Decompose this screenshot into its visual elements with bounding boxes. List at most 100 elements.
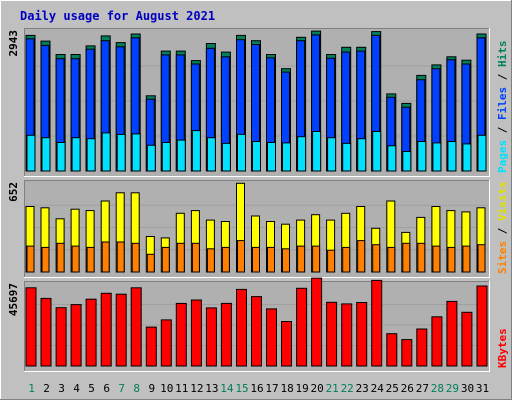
x-tick-label-day-1: 1 — [28, 382, 35, 395]
legend-entry: Pages — [496, 140, 509, 173]
bar-sites-day-10 — [161, 246, 170, 273]
legend-entry: / — [496, 67, 509, 87]
x-tick-label-day-15: 15 — [235, 382, 248, 395]
bar-kbytes-day-12 — [190, 299, 202, 367]
bar-kbytes-day-21 — [326, 301, 338, 367]
bar-pages-day-22 — [342, 142, 352, 172]
bar-sites-day-6 — [101, 241, 110, 273]
bar-kbytes-day-11 — [175, 302, 187, 367]
bar-sites-day-7 — [116, 241, 125, 273]
bar-sites-day-3 — [56, 242, 65, 273]
bar-pages-day-19 — [297, 136, 307, 172]
bar-pages-day-13 — [206, 137, 216, 172]
bar-kbytes-day-10 — [160, 319, 172, 367]
bar-pages-day-12 — [191, 130, 201, 172]
bar-kbytes-day-4 — [70, 304, 82, 367]
bar-pages-day-11 — [176, 139, 186, 172]
x-tick-label-day-27: 27 — [416, 382, 429, 395]
bar-pages-day-17 — [267, 142, 276, 172]
x-axis-day-labels: 1 2 3 4 5 6 7 8 9 10 11 12 13 14 15 16 17 18 19 20 21 22 23 24 2… — [28, 382, 489, 395]
bar-sites-day-15 — [237, 240, 245, 273]
x-tick-label-day-22: 22 — [341, 382, 354, 395]
bar-pages-day-7 — [116, 133, 126, 172]
x-tick-label-day-29: 29 — [446, 382, 459, 395]
bar-kbytes-day-28 — [431, 316, 443, 367]
bar-kbytes-day-1 — [25, 287, 37, 367]
bar-sites-day-16 — [252, 246, 260, 273]
bar-pages-day-18 — [282, 142, 291, 172]
bar-pages-day-21 — [327, 137, 337, 172]
legend-panel-3: KBytes — [496, 328, 509, 368]
x-tick-label-day-10: 10 — [160, 382, 173, 395]
bar-sites-day-27 — [417, 242, 426, 273]
bar-sites-day-23 — [357, 240, 366, 273]
bar-sites-day-26 — [402, 242, 411, 273]
x-tick-label-day-3: 3 — [58, 382, 65, 395]
bar-kbytes-day-2 — [40, 297, 52, 367]
bar-kbytes-day-8 — [130, 287, 142, 367]
bar-sites-day-21 — [327, 249, 336, 273]
y-max-label-panel-1: 2943 — [7, 30, 20, 57]
bar-kbytes-day-31 — [476, 285, 488, 367]
chart-title: Daily usage for August 2021 — [20, 9, 215, 23]
bar-kbytes-day-7 — [115, 293, 127, 367]
bar-sites-day-8 — [131, 242, 140, 273]
y-max-label-panel-2: 652 — [7, 182, 20, 202]
bar-pages-day-6 — [101, 132, 111, 172]
bar-sites-day-31 — [477, 244, 486, 273]
bar-kbytes-day-5 — [85, 298, 97, 367]
bar-pages-day-1 — [26, 134, 36, 172]
x-tick-label-day-30: 30 — [461, 382, 474, 395]
legend-panel-1: Pages / Files / Hits — [496, 41, 509, 174]
bar-pages-day-24 — [372, 131, 382, 172]
bar-sites-day-1 — [26, 245, 35, 273]
x-tick-label-day-23: 23 — [356, 382, 369, 395]
legend-panel-2: Sites / Visits — [496, 181, 509, 274]
bar-sites-day-2 — [41, 246, 50, 273]
bar-sites-day-17 — [267, 246, 275, 273]
bar-kbytes-day-18 — [281, 321, 292, 367]
x-tick-label-day-5: 5 — [88, 382, 95, 395]
bar-sites-day-20 — [312, 245, 321, 273]
x-tick-label-day-11: 11 — [175, 382, 188, 395]
x-tick-label-day-8: 8 — [133, 382, 140, 395]
bar-sites-day-29 — [447, 246, 456, 273]
x-tick-label-day-18: 18 — [280, 382, 293, 395]
bar-pages-day-16 — [252, 141, 261, 172]
x-tick-label-day-4: 4 — [73, 382, 80, 395]
bar-kbytes-day-9 — [145, 326, 157, 367]
x-tick-label-day-17: 17 — [265, 382, 278, 395]
legend-entry: Hits — [496, 41, 509, 68]
bar-pages-day-31 — [477, 134, 487, 172]
bar-kbytes-day-27 — [416, 328, 428, 367]
bar-kbytes-day-24 — [371, 279, 383, 367]
x-tick-label-day-20: 20 — [310, 382, 323, 395]
x-tick-label-day-16: 16 — [250, 382, 263, 395]
legend-entry: / — [496, 221, 509, 241]
bar-sites-day-5 — [86, 246, 95, 273]
bar-pages-day-23 — [357, 138, 367, 172]
bar-kbytes-day-26 — [401, 339, 413, 367]
x-tick-label-day-25: 25 — [386, 382, 399, 395]
bar-sites-day-19 — [297, 245, 306, 273]
x-tick-label-day-28: 28 — [431, 382, 444, 395]
legend-entry: Files — [496, 87, 509, 120]
bar-sites-day-28 — [432, 245, 441, 273]
bar-kbytes-day-23 — [356, 302, 368, 367]
bar-sites-day-30 — [462, 245, 471, 273]
bar-sites-day-13 — [206, 248, 215, 273]
bar-sites-day-25 — [387, 246, 396, 273]
bar-kbytes-day-17 — [266, 308, 277, 367]
bar-kbytes-day-19 — [296, 287, 308, 367]
bar-kbytes-day-16 — [251, 296, 262, 367]
bar-pages-day-14 — [221, 142, 231, 172]
bar-kbytes-day-15 — [236, 288, 247, 367]
panel-1: 2943 Pages / Files / Hits — [7, 28, 509, 177]
bar-kbytes-day-6 — [100, 292, 112, 367]
bar-sites-day-14 — [221, 246, 230, 273]
bar-kbytes-day-20 — [311, 277, 323, 367]
bar-kbytes-day-22 — [341, 303, 353, 367]
bar-pages-day-20 — [312, 131, 322, 172]
x-tick-label-day-9: 9 — [148, 382, 155, 395]
